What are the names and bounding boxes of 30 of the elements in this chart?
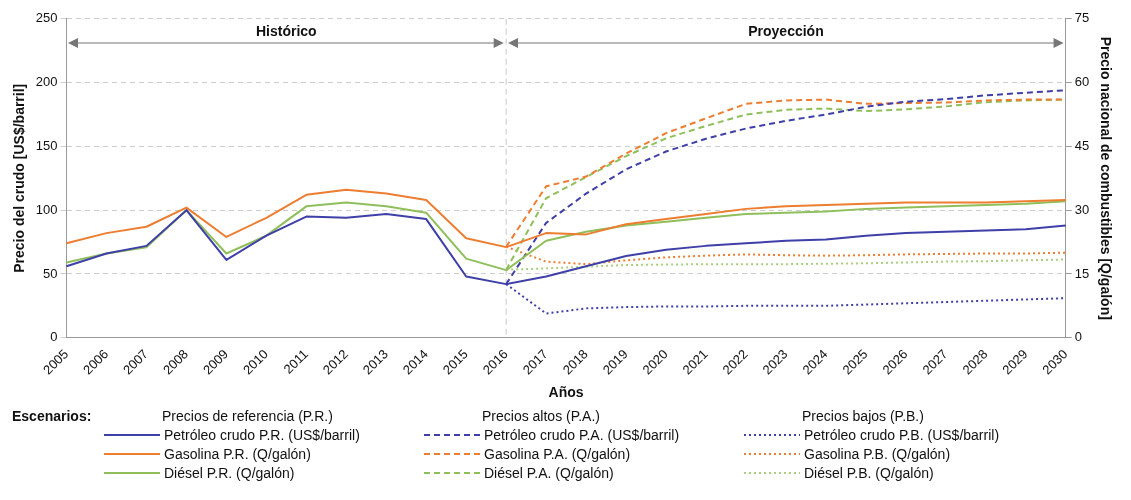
- legend-label: Diésel P.A. (Q/galón): [484, 464, 614, 481]
- legend-label: Gasolina P.B. (Q/galón): [804, 445, 951, 462]
- y2-tick-label: 30: [1074, 201, 1090, 217]
- y-axis-title: Precio del crudo [US$/barril]: [11, 83, 28, 273]
- legend-label: Petróleo crudo P.A. (US$/barril): [484, 426, 680, 443]
- annotation: Proyección: [748, 22, 824, 39]
- legend-title: Escenarios:: [11, 408, 93, 426]
- legend-label: Gasolina P.R. (Q/galón): [164, 445, 311, 462]
- annotation: Histórico: [255, 22, 317, 39]
- y2-tick-label: 60: [1074, 74, 1090, 90]
- text: Precios altos (P.A.): [482, 408, 601, 424]
- legend-label: Petróleo crudo P.B. (US$/barril): [804, 426, 1000, 443]
- text: Precios de referencia (P.R.): [162, 408, 334, 424]
- y2-tick-label: 75: [1074, 10, 1090, 26]
- legend-label: Diésel P.R. (Q/galón): [164, 464, 295, 481]
- x-axis-title: Años: [548, 384, 584, 401]
- y-tick-label: 50: [43, 265, 58, 281]
- y-tick-label: 0: [50, 329, 58, 345]
- legend-label: Gasolina P.A. (Q/galón): [484, 445, 631, 462]
- legend-label: Diésel P.B. (Q/galón): [804, 464, 934, 481]
- y-tick-label: 100: [35, 201, 58, 217]
- y-tick-label: 200: [35, 74, 58, 90]
- y2-axis-title: Precio nacional de combustibles [Q/galón]: [1097, 36, 1114, 320]
- text: Precios bajos (P.B.): [802, 408, 925, 424]
- legend-label: Petróleo crudo P.R. (US$/barril): [164, 426, 360, 443]
- y-tick-label: 150: [35, 137, 58, 153]
- y2-tick-label: 0: [1074, 329, 1082, 345]
- y2-tick-label: 15: [1074, 265, 1090, 281]
- y2-tick-label: 45: [1074, 137, 1090, 153]
- y-tick-label: 250: [35, 10, 58, 26]
